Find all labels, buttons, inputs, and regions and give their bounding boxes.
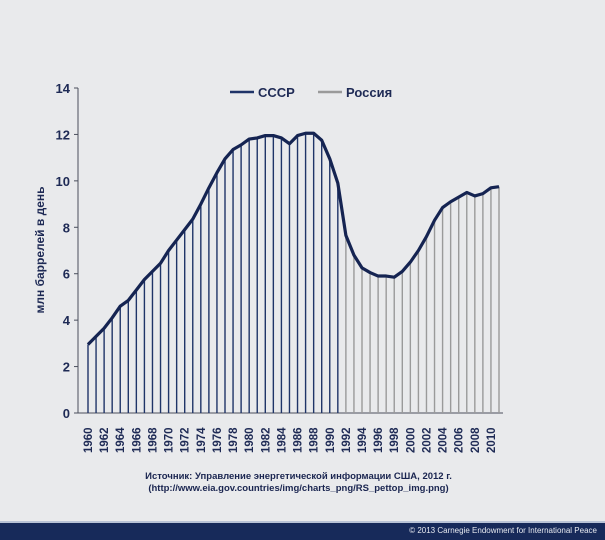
x-tick-label: 1994 <box>357 427 369 453</box>
x-tick-label: 1982 <box>260 427 272 453</box>
x-tick-label: 1986 <box>293 427 305 453</box>
x-tick-label: 1960 <box>83 427 95 453</box>
x-tick-label: 1980 <box>244 427 256 453</box>
x-tick-label: 1990 <box>325 427 337 453</box>
source-line-2: (http://www.eia.gov.countries/img/charts… <box>148 483 449 494</box>
x-tick-label: 1974 <box>196 427 208 453</box>
x-tick-label: 1966 <box>131 427 143 453</box>
x-tick-label: 1988 <box>309 427 321 453</box>
x-tick-label: 1998 <box>389 427 401 453</box>
x-tick-label: 2002 <box>421 427 433 453</box>
x-tick-label: 1978 <box>228 427 240 453</box>
y-tick-label: 4 <box>63 313 71 328</box>
y-tick-label: 14 <box>56 81 71 96</box>
y-tick-label: 6 <box>63 267 70 282</box>
x-tick-label: 2006 <box>454 427 466 453</box>
production-curve <box>86 131 500 346</box>
x-tick-label: 1964 <box>115 427 127 453</box>
x-tick-label: 1962 <box>99 427 111 453</box>
x-tick-label: 2010 <box>486 427 498 453</box>
x-tick-label: 1996 <box>373 427 385 453</box>
legend-label-0: СССР <box>258 85 295 100</box>
y-tick-label: 10 <box>56 174 70 189</box>
x-tick-label: 2008 <box>470 427 482 453</box>
y-tick-label: 0 <box>63 406 70 421</box>
source-line-1: Источник: Управление энергетической инфо… <box>145 471 452 482</box>
x-tick-label: 1992 <box>341 427 353 453</box>
y-tick-label: 12 <box>56 127 70 142</box>
x-tick-label: 1984 <box>276 427 288 453</box>
x-tick-label: 1976 <box>212 427 224 453</box>
x-tick-label: 1968 <box>147 427 159 453</box>
legend-label-1: Россия <box>346 85 392 100</box>
x-tick-label: 2000 <box>405 427 417 453</box>
y-axis-label: млн баррелей в день <box>33 187 47 314</box>
x-tick-label: 1970 <box>164 427 176 453</box>
x-tick-label: 1972 <box>180 427 192 453</box>
source-note: Источник: Управление энергетической инфо… <box>0 471 605 495</box>
footer-bar: © 2013 Carnegie Endowment for Internatio… <box>0 521 605 540</box>
y-tick-label: 8 <box>63 220 70 235</box>
x-tick-label: 2004 <box>438 427 450 453</box>
y-tick-label: 2 <box>63 360 70 375</box>
copyright: © 2013 Carnegie Endowment for Internatio… <box>409 526 597 535</box>
